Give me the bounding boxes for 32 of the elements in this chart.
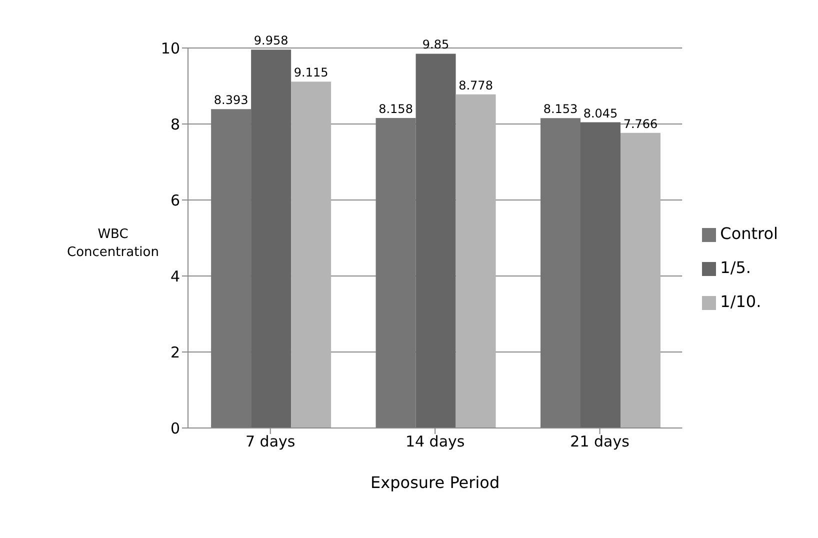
legend-label: 1/10. xyxy=(720,292,762,311)
y-tick-label: 0 xyxy=(170,419,180,438)
bar xyxy=(580,122,620,428)
bar xyxy=(211,109,252,428)
data-label: 8.158 xyxy=(378,102,413,116)
y-tick-label: 2 xyxy=(170,343,180,362)
data-label: 9.115 xyxy=(294,66,328,80)
bar xyxy=(416,54,456,428)
bar xyxy=(540,118,580,428)
data-label: 9.85 xyxy=(422,38,450,52)
data-label: 9.958 xyxy=(254,34,288,48)
bar xyxy=(291,82,332,428)
y-tick-label: 10 xyxy=(160,39,180,58)
x-tick-label: 21 days xyxy=(570,432,630,451)
bar xyxy=(251,50,292,428)
x-tick-label: 14 days xyxy=(405,432,465,451)
x-tick-label: 7 days xyxy=(246,432,296,451)
data-label: 8.778 xyxy=(458,78,493,92)
bar xyxy=(456,94,496,428)
y-axis-title: WBC Concentration xyxy=(67,227,159,260)
y-tick-label: 4 xyxy=(170,267,180,286)
x-axis-title: Exposure Period xyxy=(370,473,500,492)
data-label: 8.153 xyxy=(543,102,578,116)
data-label: 8.393 xyxy=(214,93,248,108)
data-label: 7.766 xyxy=(623,116,658,131)
legend-label: Control xyxy=(720,224,778,243)
bar xyxy=(620,132,660,428)
legend-label: 1/5. xyxy=(720,258,751,277)
y-tick-label: 6 xyxy=(170,191,180,210)
data-label: 8.045 xyxy=(583,106,618,120)
bar xyxy=(376,118,416,428)
y-tick-label: 8 xyxy=(170,115,180,134)
